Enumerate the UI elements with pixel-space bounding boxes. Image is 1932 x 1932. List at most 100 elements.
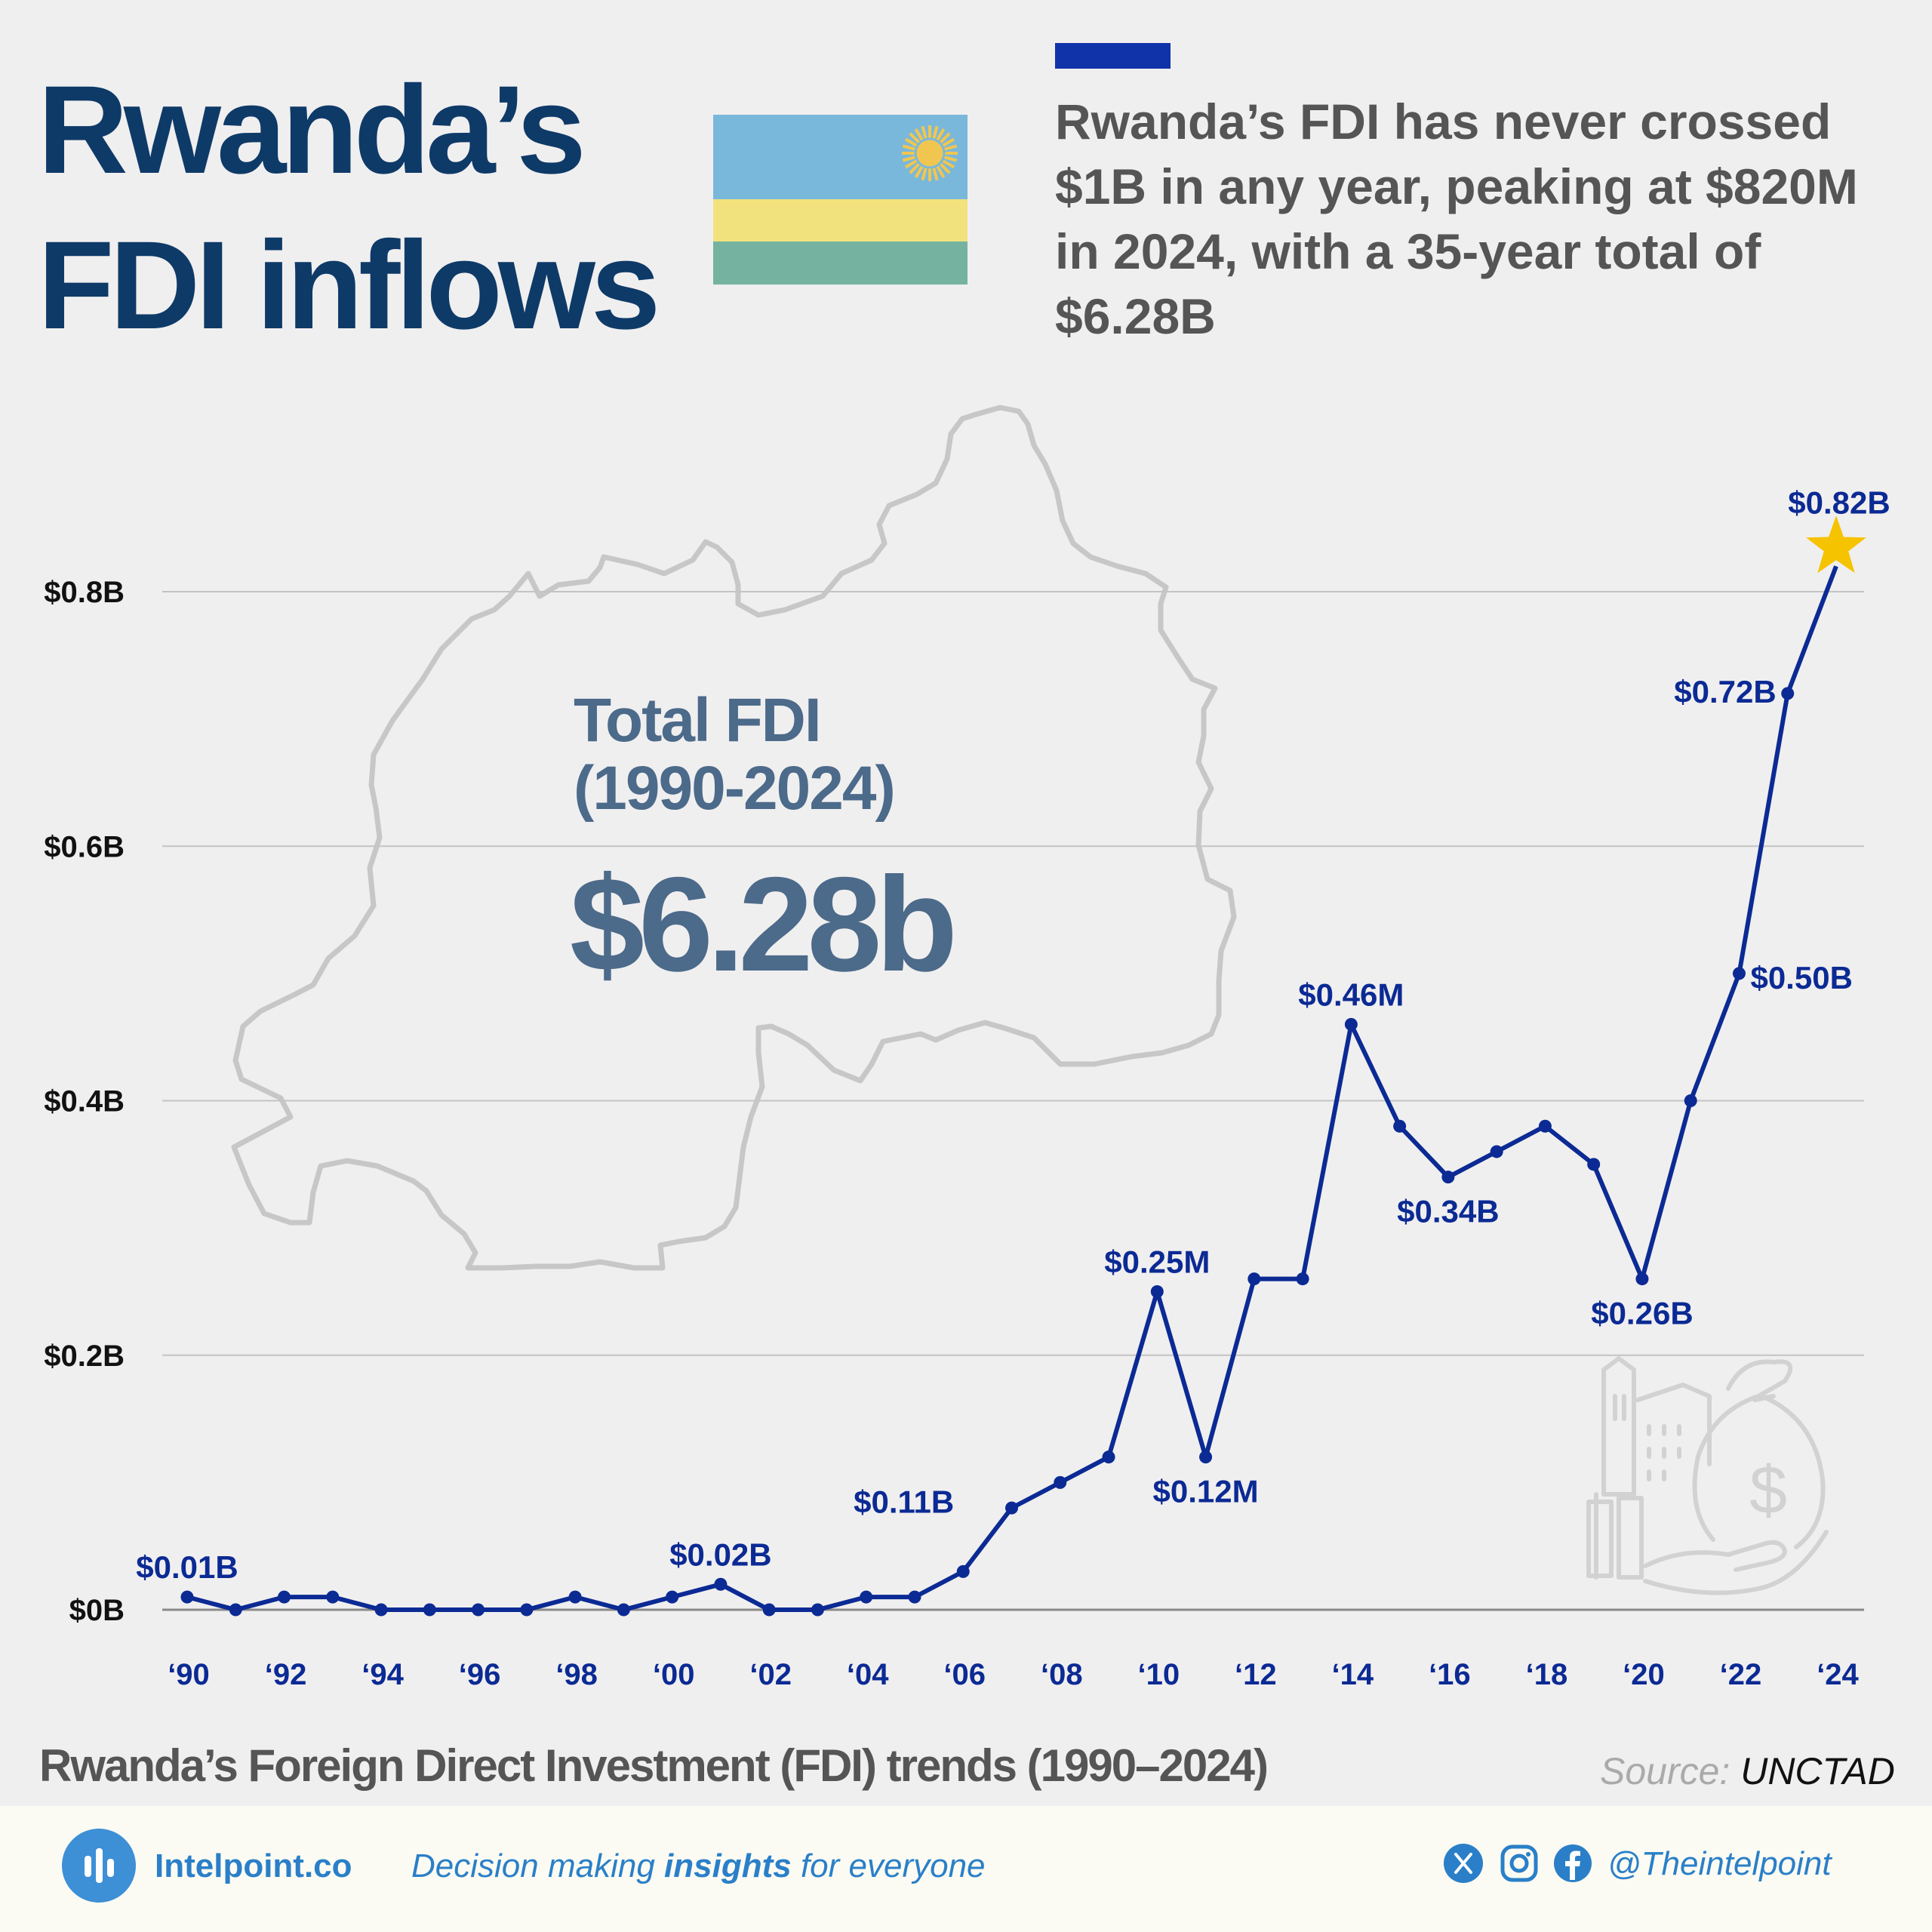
data-label: $0.50B [1750, 960, 1852, 995]
x-tick-label: ‘20 [1623, 1658, 1665, 1691]
data-label: $0.11B [854, 1484, 954, 1519]
data-label: $0.01B [136, 1549, 238, 1585]
data-point [762, 1603, 776, 1617]
x-tick-label: ‘04 [847, 1658, 889, 1691]
facebook-icon[interactable] [1553, 1844, 1592, 1883]
data-point [1732, 967, 1746, 980]
x-tick-label: ‘22 [1720, 1658, 1762, 1691]
y-tick-label: $0.6B [44, 830, 125, 863]
source-value: UNCTAD [1740, 1750, 1895, 1792]
x-tick-label: ‘94 [361, 1658, 404, 1691]
x-tick-label: ‘08 [1041, 1658, 1083, 1691]
x-tick-label: ‘18 [1526, 1658, 1568, 1691]
title-line-1: Rwanda’s [38, 60, 586, 200]
data-label: $0.25M [1104, 1244, 1210, 1279]
data-point [908, 1590, 921, 1604]
data-point [1247, 1272, 1261, 1286]
data-point [180, 1590, 194, 1604]
data-point [956, 1564, 970, 1578]
sun-disc [914, 137, 946, 169]
x-tick-label: ‘06 [943, 1658, 986, 1691]
data-point [374, 1603, 388, 1617]
x-tick-label: ‘12 [1235, 1658, 1277, 1691]
social-handle[interactable]: @Theintelpoint [1607, 1845, 1832, 1882]
data-point [1005, 1501, 1018, 1515]
data-point [666, 1590, 679, 1604]
data-point [1296, 1272, 1309, 1286]
x-tick-label: ‘96 [459, 1658, 501, 1691]
title-line-2: FDI inflows [38, 216, 660, 355]
data-point [278, 1590, 291, 1604]
data-point [860, 1590, 873, 1604]
page-title: Rwanda’s FDI inflows [38, 53, 660, 364]
data-point [1344, 1017, 1358, 1031]
rwanda-map-outline [231, 405, 1237, 1271]
data-point [1393, 1119, 1407, 1133]
tagline-pre: Decision making [411, 1847, 665, 1884]
data-point [1150, 1284, 1164, 1298]
data-point [568, 1590, 582, 1604]
source-label: Source: [1600, 1750, 1741, 1792]
footer-bar [0, 1806, 1932, 1932]
subtitle: Rwanda’s FDI has never crossed $1B in an… [1055, 94, 1858, 344]
brand-link[interactable]: Intelpoint.co [155, 1847, 352, 1884]
data-point [1054, 1475, 1067, 1489]
data-point [1684, 1094, 1697, 1107]
data-label: $0.02B [669, 1537, 771, 1572]
x-tick-label: ‘16 [1429, 1658, 1471, 1691]
data-label: $0.72B [1674, 674, 1776, 709]
data-point [1102, 1451, 1115, 1464]
tagline: Decision making insights for everyone [411, 1847, 986, 1885]
x-tick-label: ‘14 [1332, 1658, 1374, 1691]
total-fdi-label: Total FDI (1990-2024) [574, 686, 896, 823]
data-point [520, 1603, 534, 1617]
x-tick-label: ‘02 [749, 1658, 792, 1691]
data-point [1490, 1145, 1503, 1158]
data-point [1587, 1158, 1601, 1171]
instagram-icon[interactable] [1500, 1844, 1539, 1883]
data-label: $0.82B [1788, 485, 1890, 520]
y-tick-label: $0.2B [44, 1340, 125, 1373]
x-tick-label: ‘24 [1817, 1658, 1859, 1691]
data-point [229, 1603, 242, 1617]
data-label: $0.34B [1397, 1194, 1499, 1229]
peak-star-icon [1806, 515, 1866, 574]
data-point [811, 1603, 824, 1617]
x-icon[interactable] [1444, 1844, 1483, 1883]
data-point [326, 1590, 340, 1604]
data-label: $0.46M [1298, 977, 1404, 1012]
x-tick-label: ‘00 [653, 1658, 695, 1691]
x-tick-label: ‘10 [1137, 1658, 1180, 1691]
data-point [423, 1603, 436, 1617]
tagline-post: for everyone [791, 1847, 986, 1884]
x-tick-label: ‘92 [265, 1658, 307, 1691]
y-tick-label: $0.8B [44, 576, 125, 609]
svg-text:$: $ [1749, 1453, 1787, 1528]
investment-buildings-moneybag-icon: $ [1586, 1356, 1829, 1595]
data-point [472, 1603, 485, 1617]
intelpoint-logo-icon[interactable] [62, 1829, 136, 1903]
chart-caption: Rwanda’s Foreign Direct Investment (FDI)… [39, 1740, 1269, 1791]
y-tick-label: $0.4B [44, 1085, 125, 1118]
data-point [617, 1603, 630, 1617]
tagline-bold: insights [664, 1847, 792, 1884]
total-label-line-1: Total FDI [574, 686, 822, 755]
data-point [1781, 687, 1795, 700]
data-point [1199, 1451, 1213, 1464]
data-point [714, 1577, 728, 1591]
data-point [1441, 1171, 1455, 1184]
fdi-line-chart: $0B $0.2B $0.4B $0.6B $0.8B ‘90 ‘92 ‘94 ‘96 ‘98 ‘… [44, 405, 1890, 1691]
accent-bar [1055, 43, 1171, 69]
total-fdi-value: $6.28b [570, 849, 958, 999]
total-label-line-2: (1990-2024) [574, 754, 896, 823]
x-tick-label: ‘98 [555, 1658, 598, 1691]
y-tick-label: $0B [69, 1594, 125, 1627]
source-note: Source: UNCTAD [1600, 1749, 1895, 1793]
x-tick-label: ‘90 [168, 1658, 210, 1691]
data-point [1635, 1272, 1649, 1286]
data-label: $0.12M [1153, 1474, 1259, 1509]
rwanda-flag-icon [713, 115, 968, 285]
series-line [186, 565, 1838, 1612]
data-point [1538, 1119, 1552, 1133]
data-label: $0.26B [1591, 1296, 1693, 1331]
